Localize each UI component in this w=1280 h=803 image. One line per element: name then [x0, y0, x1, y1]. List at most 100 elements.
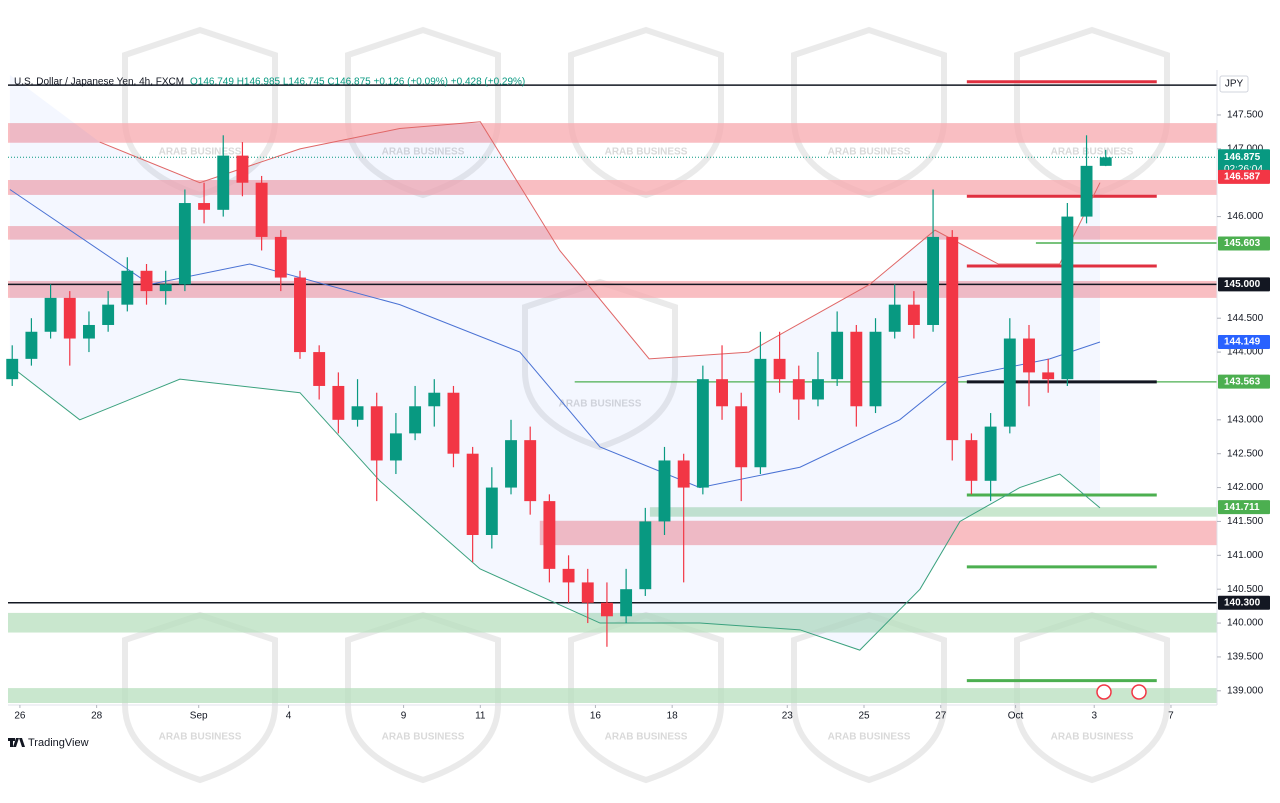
- candle-body: [524, 440, 537, 502]
- candle-body: [447, 392, 460, 454]
- y-tick-label: 144.500: [1227, 313, 1264, 324]
- event-icon: [1131, 684, 1147, 700]
- candle-body: [677, 460, 690, 488]
- candle-body: [543, 501, 556, 569]
- candle-body: [466, 453, 479, 535]
- watermark-shield: [345, 611, 501, 784]
- candle-body: [1042, 372, 1055, 380]
- candle-body: [773, 358, 786, 380]
- price-label-box: [1218, 236, 1270, 251]
- y-tick-label: 141.000: [1227, 550, 1264, 561]
- price-label-box: [1218, 277, 1270, 292]
- watermark-text: ARAB BUSINESS: [605, 147, 688, 158]
- candle-body: [754, 358, 767, 468]
- candle-body: [1003, 338, 1016, 427]
- y-tick-label: 147.000: [1227, 143, 1264, 154]
- candle-body: [620, 589, 633, 617]
- price-label-box: [1218, 374, 1270, 389]
- price-label: 141.711: [1224, 502, 1260, 513]
- band-line: [99, 121, 1101, 360]
- candle-body: [217, 155, 230, 210]
- candle-body: [236, 155, 249, 183]
- watermark-text: ARAB BUSINESS: [605, 732, 688, 743]
- y-tick-label: 142.500: [1227, 448, 1264, 459]
- candle-body: [888, 304, 901, 332]
- watermark-shield: [122, 611, 278, 784]
- brand-icon: [8, 738, 25, 747]
- watermark-shield: [1014, 611, 1170, 784]
- x-tick-label: 9: [401, 711, 407, 722]
- candle-body: [946, 236, 959, 441]
- candle-body: [121, 270, 134, 305]
- price-label: 146.587: [1224, 171, 1261, 182]
- y-tick-label: 139.500: [1227, 652, 1264, 663]
- x-tick-label: 25: [858, 711, 870, 722]
- y-tick-label: 140.500: [1227, 584, 1264, 595]
- candle-body: [696, 379, 709, 488]
- band-fill: [9, 75, 1100, 651]
- watermark-shield: [791, 611, 947, 784]
- price-label: 140.300: [1224, 597, 1261, 608]
- candle-body: [178, 203, 191, 285]
- price-label-box: [1218, 595, 1270, 610]
- currency-label: JPY: [1225, 79, 1244, 90]
- candle-body: [907, 304, 920, 325]
- watermark-text: ARAB BUSINESS: [828, 147, 911, 158]
- candle-body: [351, 406, 364, 420]
- candle-body: [850, 331, 863, 407]
- candle-body: [63, 297, 76, 339]
- watermark-text: ARAB BUSINESS: [159, 147, 242, 158]
- x-tick-label: 3: [1091, 711, 1097, 722]
- candle-body: [581, 582, 594, 603]
- x-tick-label: Sep: [190, 711, 208, 722]
- candle-body: [984, 426, 997, 481]
- candle-body: [428, 392, 441, 407]
- countdown: 02:26:04: [1224, 164, 1263, 175]
- price-label: 146.875: [1224, 152, 1261, 163]
- y-tick-label: 147.500: [1227, 110, 1264, 121]
- x-tick-label: 7: [1168, 711, 1174, 722]
- zone: [649, 507, 1217, 517]
- currency-box: [1219, 75, 1249, 93]
- zone: [8, 280, 1217, 298]
- x-tick-label: 4: [286, 711, 292, 722]
- watermark-text: ARAB BUSINESS: [159, 732, 242, 743]
- event-icons: [1096, 684, 1147, 700]
- candle-body: [562, 568, 575, 583]
- candle-body: [485, 487, 498, 535]
- y-tick-label: 143.000: [1227, 414, 1264, 425]
- x-tick-label: 27: [935, 711, 947, 722]
- y-tick-label: 141.500: [1227, 516, 1264, 527]
- candle-body: [600, 602, 613, 617]
- y-tick-label: 142.000: [1227, 482, 1264, 493]
- candle-body: [313, 352, 326, 386]
- price-label-box: [1218, 169, 1270, 184]
- band-line: [9, 365, 1101, 651]
- band-line: [9, 189, 1101, 489]
- y-tick-label: 140.000: [1227, 618, 1264, 629]
- x-tick-label: 11: [475, 711, 486, 722]
- candle-body: [1023, 338, 1035, 373]
- candle-body: [83, 324, 95, 339]
- candle-body: [294, 277, 306, 353]
- x-tick-label: 23: [782, 711, 794, 722]
- watermark-text: ARAB BUSINESS: [382, 147, 465, 158]
- x-tick-label: Oct: [1008, 711, 1024, 722]
- candle-body: [389, 433, 402, 461]
- candle-body: [812, 379, 824, 400]
- candle-body: [274, 236, 287, 278]
- candle-body: [198, 203, 211, 210]
- candle-body: [409, 406, 422, 434]
- candle-body: [831, 331, 844, 380]
- symbol-title: U.S. Dollar / Japanese Yen, 4h, FXCM: [14, 77, 184, 88]
- candle-body: [255, 182, 268, 237]
- price-label: 145.000: [1224, 279, 1261, 290]
- candle-body: [927, 236, 940, 325]
- watermark-shield: [568, 611, 724, 784]
- brand-name: TradingView: [28, 737, 89, 749]
- candle-body: [1061, 216, 1074, 380]
- candle-body: [1099, 157, 1112, 166]
- candle-body: [370, 406, 383, 461]
- y-tick-label: 144.000: [1227, 347, 1264, 358]
